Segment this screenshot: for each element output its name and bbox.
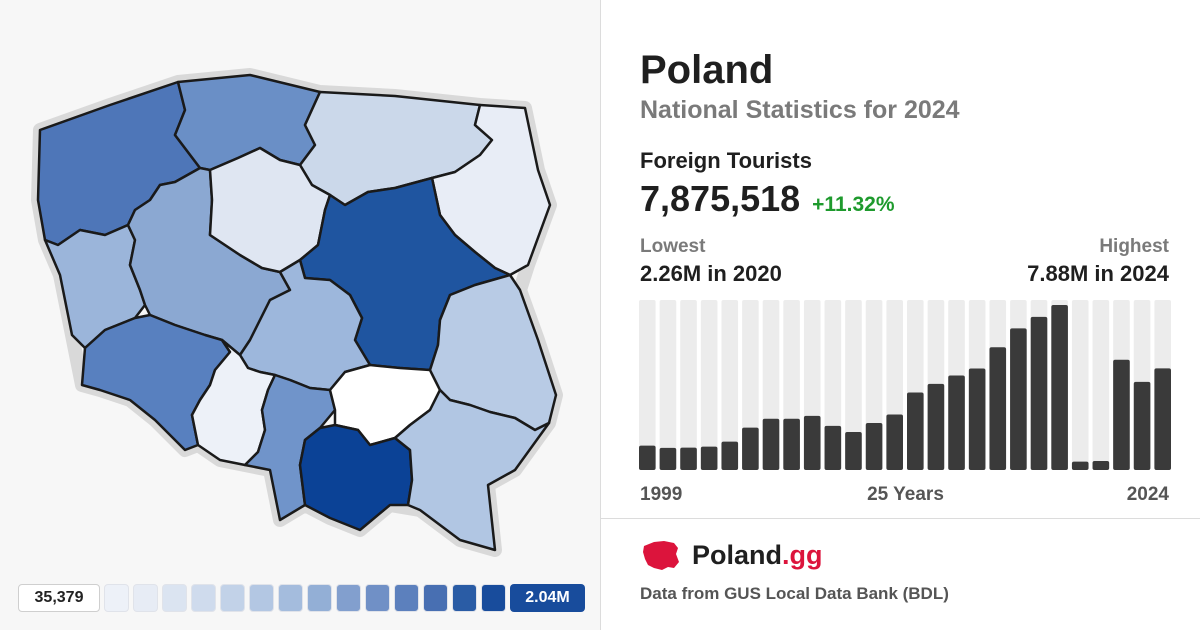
bar-2013[interactable] — [927, 383, 945, 470]
bar-2002[interactable] — [700, 446, 718, 470]
bar-2018[interactable] — [1030, 316, 1048, 470]
legend-swatch — [133, 584, 158, 612]
metric-value: 7,875,518 — [640, 178, 801, 219]
legend-swatch — [423, 584, 448, 612]
poland-map — [31, 68, 563, 557]
bar-2017[interactable] — [1010, 328, 1027, 470]
bar-2021[interactable] — [1092, 461, 1110, 470]
footer-divider — [601, 518, 1200, 519]
legend-swatch — [365, 584, 390, 612]
bar-1999[interactable] — [639, 445, 656, 470]
legend-swatch — [191, 584, 216, 612]
legend-swatch — [452, 584, 477, 612]
legend-swatch — [394, 584, 419, 612]
axis-mid-label: 25 Years — [867, 484, 944, 505]
poland-flag-map-icon — [643, 541, 679, 570]
brand-name: Poland.gg — [692, 539, 823, 570]
bar-2010[interactable] — [865, 423, 883, 470]
data-source-text: Data from GUS Local Data Bank (BDL) — [640, 584, 949, 603]
stats-panel: Poland National Statistics for 2024 Fore… — [601, 0, 1200, 630]
brand-logo-link[interactable]: Poland.gg — [640, 538, 823, 572]
bar-2000[interactable] — [659, 447, 677, 470]
bar-track — [742, 300, 759, 470]
bar-2022[interactable] — [1113, 359, 1130, 470]
lowest-value: 2.26M in 2020 — [640, 261, 782, 286]
bar-2020[interactable] — [1071, 461, 1089, 470]
region-podkarpackie[interactable] — [393, 388, 551, 552]
bar-2003[interactable] — [721, 441, 739, 470]
bar-track — [659, 300, 677, 470]
bar-track — [700, 300, 718, 470]
highest-label: Highest — [1099, 236, 1169, 257]
bar-track — [845, 300, 862, 470]
bar-2004[interactable] — [742, 427, 759, 470]
legend-swatch — [162, 584, 187, 612]
bar-2015[interactable] — [968, 368, 986, 470]
bar-2006[interactable] — [783, 418, 800, 470]
map-panel: 35,379 2.04M — [18, 68, 585, 613]
bar-2008[interactable] — [824, 425, 842, 470]
bar-track — [639, 300, 656, 470]
bar-track — [1071, 300, 1089, 470]
legend-swatch — [307, 584, 332, 612]
bar-2024[interactable] — [1154, 368, 1171, 470]
legend-swatch — [249, 584, 274, 612]
bar-track — [680, 300, 697, 470]
brand-tld: .gg — [782, 539, 823, 570]
bar-2019[interactable] — [1051, 304, 1068, 470]
bar-2012[interactable] — [907, 392, 924, 470]
lowest-label: Lowest — [640, 236, 706, 257]
page-title: Poland — [640, 48, 774, 92]
axis-start-label: 1999 — [640, 484, 683, 505]
color-legend: 35,379 2.04M — [18, 583, 585, 613]
legend-min-label: 35,379 — [18, 584, 100, 612]
legend-swatches — [104, 584, 506, 612]
bar-2009[interactable] — [845, 431, 862, 470]
legend-swatch — [104, 584, 129, 612]
legend-swatch — [336, 584, 361, 612]
bar-2005[interactable] — [762, 418, 780, 470]
metric-change-badge: +11.32% — [812, 193, 895, 216]
panel-divider — [600, 0, 601, 630]
bar-2011[interactable] — [886, 414, 903, 470]
legend-swatch — [481, 584, 506, 612]
bar-2001[interactable] — [680, 447, 697, 470]
metric-value-row: 7,875,518 +11.32% — [640, 178, 895, 220]
bar-track — [721, 300, 739, 470]
yearly-bar-chart — [639, 300, 1171, 470]
legend-swatch — [220, 584, 245, 612]
legend-swatch — [278, 584, 303, 612]
highest-value: 7.88M in 2024 — [1027, 261, 1169, 286]
bar-2007[interactable] — [803, 415, 821, 470]
bar-track — [1092, 300, 1110, 470]
bar-2023[interactable] — [1133, 381, 1151, 470]
axis-end-label: 2024 — [1126, 484, 1169, 505]
legend-max-label: 2.04M — [510, 584, 585, 612]
bar-2016[interactable] — [989, 347, 1007, 470]
metric-label: Foreign Tourists — [640, 148, 812, 173]
bar-2014[interactable] — [948, 375, 965, 470]
page-subtitle: National Statistics for 2024 — [640, 96, 960, 124]
